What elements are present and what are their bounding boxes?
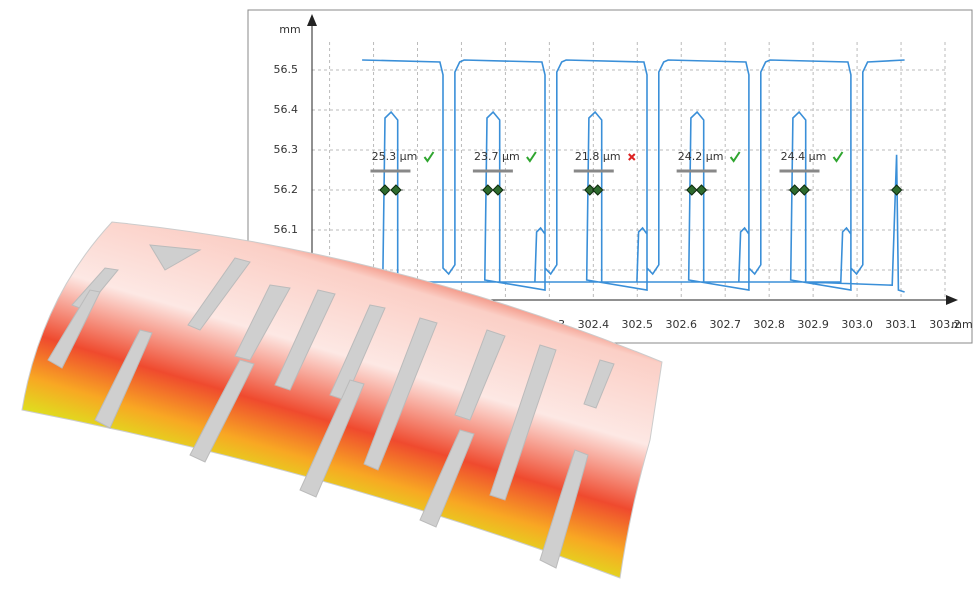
marker (695, 184, 708, 196)
x-tick-label: 302.5 (622, 318, 654, 331)
marker (390, 184, 402, 196)
y-tick-label: 56.2 (274, 183, 299, 196)
marker (482, 184, 494, 196)
x-tick-label: 302.4 (578, 318, 610, 331)
measurement-label: 25.3 µm (372, 150, 418, 163)
x-axis-label: mm (951, 318, 972, 331)
marker (788, 184, 801, 196)
y-tick-label: 56.4 (274, 103, 299, 116)
y-tick-label: 56.3 (274, 143, 299, 156)
x-tick-label: 303.1 (885, 318, 917, 331)
marker (492, 184, 504, 196)
marker (379, 184, 391, 196)
y-tick-label: 56.1 (274, 223, 299, 236)
x-tick-label: 303.2 (929, 318, 961, 331)
measurement-label: 23.7 µm (474, 150, 520, 163)
pass-icon (526, 151, 537, 163)
x-axis-arrow (946, 295, 958, 305)
y-axis-arrow (307, 14, 317, 26)
pass-icon (729, 151, 741, 163)
pass-icon (423, 151, 435, 163)
marker (592, 184, 604, 196)
measurement-label: 21.8 µm (575, 150, 621, 163)
pass-icon (832, 151, 844, 163)
x-tick-label: 302.6 (666, 318, 698, 331)
plot-area: 25.3 µm 23.7 µm 21.8 µm 24.2 µm 24.4 µm (312, 42, 946, 300)
marker (584, 184, 596, 196)
x-tick-label: 302.7 (709, 318, 741, 331)
marker (798, 184, 811, 196)
3d-render (21, 221, 663, 579)
fail-icon (628, 153, 636, 161)
measurement-label: 24.4 µm (781, 150, 827, 163)
x-tick-label: 302.8 (753, 318, 785, 331)
y-tick-label: 56.5 (274, 63, 299, 76)
x-tick-label: 302.9 (797, 318, 829, 331)
x-tick-label: 303.0 (841, 318, 873, 331)
y-axis-label: mm (279, 23, 300, 36)
marker (686, 184, 698, 196)
marker (890, 184, 903, 196)
profile-line (362, 59, 905, 293)
measurement-label: 24.2 µm (678, 150, 724, 163)
